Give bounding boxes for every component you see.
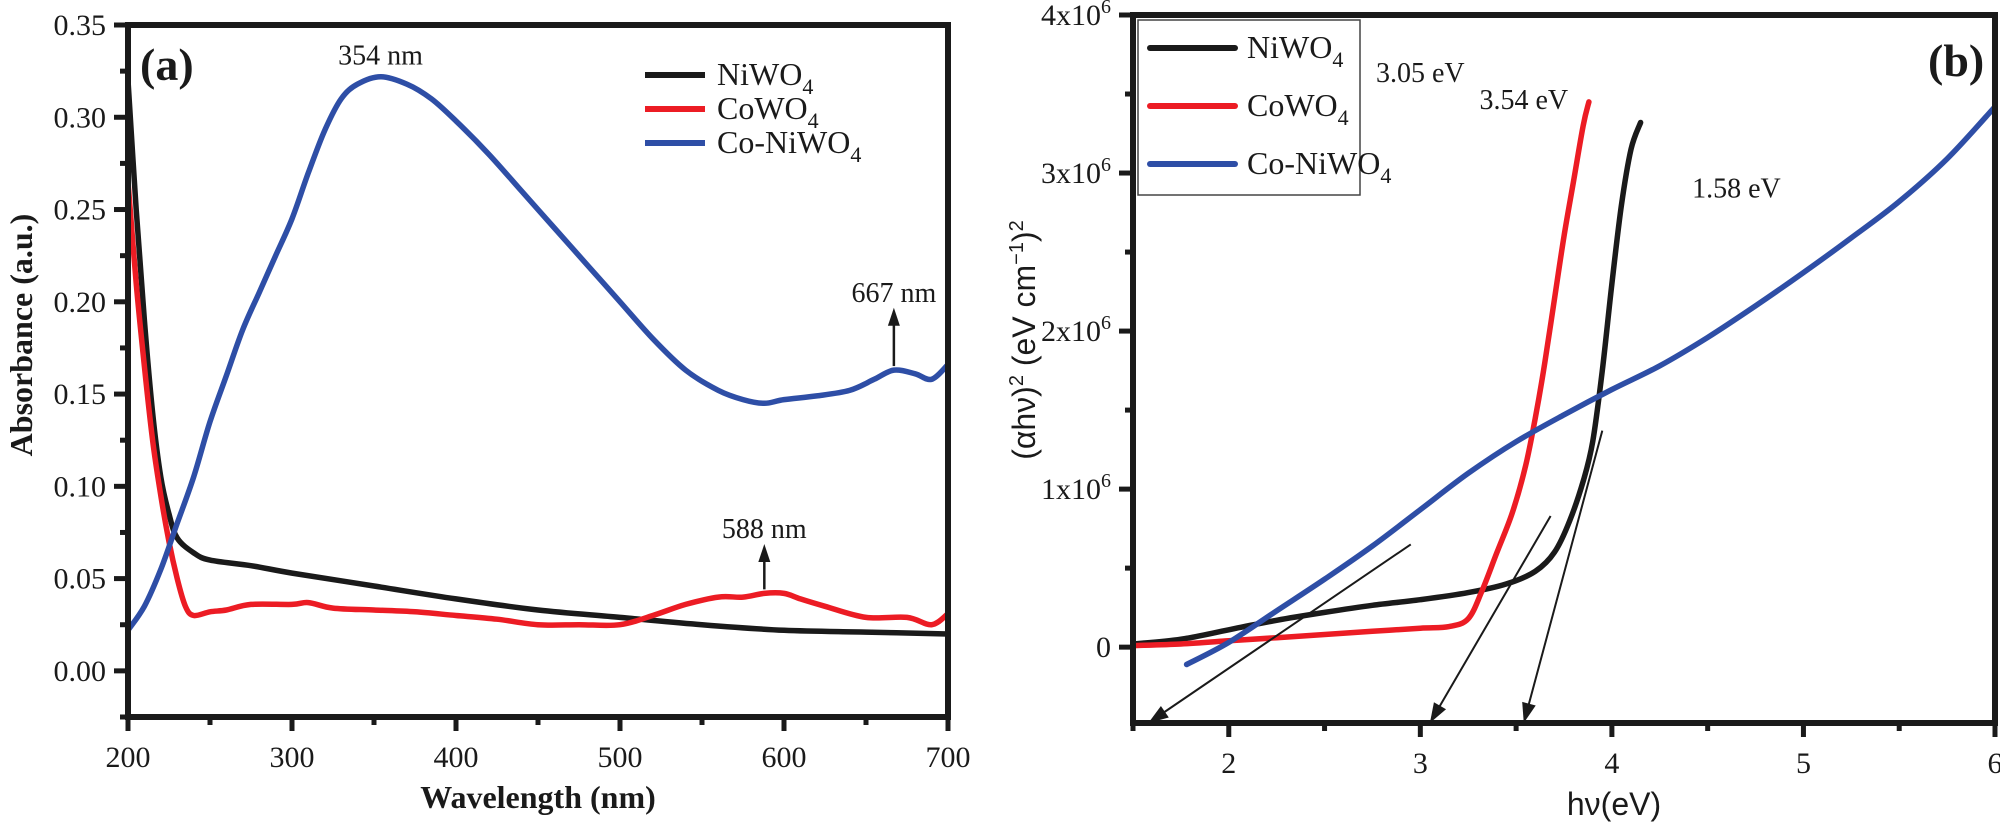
- x-tick-label: 2: [1221, 747, 1236, 780]
- x-tick-label: 6: [1988, 747, 2000, 780]
- x-tick-label: 5: [1796, 747, 1811, 780]
- y-tick-label: 4x106: [1041, 0, 1111, 32]
- y-tick-label-exp: 6: [1101, 0, 1111, 18]
- annotation-label: 667 nm: [851, 278, 936, 309]
- legend-label-main: Co-NiWO: [717, 124, 850, 160]
- arrow-up-icon: [758, 544, 771, 563]
- legend-label: Co-NiWO4: [1247, 145, 1391, 188]
- x-tick-label: 400: [434, 741, 479, 774]
- y-tick-label: 0.00: [54, 655, 107, 688]
- legend-label-sub: 4: [808, 108, 819, 133]
- y-axis-title-sup: 2: [1006, 220, 1028, 231]
- series-line-niwo4: [128, 77, 948, 637]
- y-axis-title-part: (αhν): [1006, 386, 1042, 460]
- x-tick-label: 600: [762, 741, 807, 774]
- legend-label-main: NiWO: [1247, 29, 1332, 65]
- legend-label: NiWO4: [717, 56, 813, 99]
- x-tick-label: 3: [1413, 747, 1428, 780]
- panel-a-y-axis-title: Absorbance (a.u.): [3, 214, 39, 457]
- x-tick-label: 200: [106, 741, 151, 774]
- annotation-label: 588 nm: [722, 514, 807, 545]
- arrow-head-icon: [1429, 702, 1447, 723]
- legend-label-sub: 4: [850, 142, 861, 167]
- legend-label-main: NiWO: [717, 56, 802, 92]
- series-line-co-niwo4: [1183, 103, 1995, 668]
- y-tick-label: 0.15: [54, 378, 107, 411]
- annotation-label: 3.05 eV: [1376, 58, 1465, 89]
- panel-b-y-axis-title: (αhν)2 (eV cm−1)2: [1006, 220, 1042, 460]
- series-line-niwo4: [1133, 119, 1644, 647]
- legend-label: CoWO4: [717, 90, 819, 133]
- annotation-label: 1.58 eV: [1692, 173, 1781, 204]
- legend-label-sub: 4: [802, 74, 813, 99]
- y-tick-label: 0.05: [54, 563, 107, 596]
- y-tick-label: 3x106: [1041, 154, 1111, 190]
- extrapolation-line: [1522, 430, 1604, 724]
- legend-label-sub: 4: [1338, 105, 1349, 130]
- y-axis-title-sup: 2: [1006, 375, 1028, 386]
- legend-label: CoWO4: [1247, 87, 1349, 130]
- legend-label: NiWO4: [1247, 29, 1343, 72]
- y-tick-label-base: 3x10: [1041, 157, 1101, 190]
- extrapolation-line: [1429, 515, 1552, 724]
- extrapolation-line: [1147, 543, 1412, 724]
- panel-b-extrapolation-lines: [1147, 430, 1604, 724]
- x-tick-label: 700: [926, 741, 971, 774]
- panel-b-label: (b): [1928, 35, 1984, 86]
- y-tick-label-exp: 6: [1101, 470, 1111, 492]
- legend-label-main: Co-NiWO: [1247, 145, 1380, 181]
- legend-label-sub: 4: [1380, 163, 1391, 188]
- panel-a-label: (a): [140, 39, 194, 90]
- y-axis-title-part: (eV cm: [1006, 265, 1042, 375]
- series-line-cowo4: [1133, 99, 1592, 649]
- legend-label-main: CoWO: [1247, 87, 1338, 123]
- y-tick-label: 2x106: [1041, 312, 1111, 348]
- panel-a: 200 300 400 500 600 700 0.00 0.05 0.10 0.15 0.20 0.…: [3, 9, 971, 815]
- arrow-head-icon: [1522, 701, 1536, 723]
- annotation-label: 354 nm: [338, 41, 423, 72]
- series-line-co-niwo4: [128, 73, 948, 634]
- y-tick-label: 0.35: [54, 9, 107, 42]
- y-tick-label-base: 0: [1096, 631, 1111, 664]
- arrow-head-icon: [1148, 705, 1169, 723]
- panel-a-annotations: 354 nm 667 nm 588 nm: [338, 41, 936, 590]
- y-tick-label: 0: [1096, 631, 1111, 664]
- y-axis-title-sup: −1: [1006, 242, 1028, 265]
- panel-a-x-axis-title: Wavelength (nm): [420, 779, 656, 815]
- panel-a-series-group: [128, 73, 948, 637]
- panel-b-annotations: 3.05 eV 3.54 eV 1.58 eV: [1376, 58, 1781, 204]
- x-tick-label: 4: [1604, 747, 1619, 780]
- y-tick-label: 0.10: [54, 470, 107, 503]
- y-axis-title-part: ): [1006, 231, 1042, 242]
- legend-label-sub: 4: [1332, 47, 1343, 72]
- series-line-cowo4: [128, 179, 948, 629]
- y-tick-label: 0.30: [54, 101, 107, 134]
- annotation-label: 3.54 eV: [1479, 85, 1568, 116]
- panel-a-ticks: 200 300 400 500 600 700 0.00 0.05 0.10 0.15 0.20 0.…: [54, 9, 971, 774]
- y-tick-label-exp: 6: [1101, 154, 1111, 176]
- y-tick-label: 0.25: [54, 194, 107, 227]
- legend-label: Co-NiWO4: [717, 124, 861, 167]
- panel-b-series-group: [1133, 99, 1995, 668]
- y-tick-label-base: 1x10: [1041, 473, 1101, 506]
- y-tick-label: 0.20: [54, 286, 107, 319]
- panel-b-frame: [1130, 12, 1998, 726]
- arrow-up-icon: [887, 307, 900, 326]
- y-tick-label: 1x106: [1041, 470, 1111, 506]
- y-tick-label-exp: 6: [1101, 312, 1111, 334]
- panel-b-x-axis-title: hν(eV): [1567, 786, 1661, 822]
- legend-label-main: CoWO: [717, 90, 808, 126]
- x-tick-label: 300: [270, 741, 315, 774]
- y-tick-label-base: 4x10: [1041, 0, 1101, 32]
- x-tick-label: 500: [598, 741, 643, 774]
- y-tick-label-base: 2x10: [1041, 315, 1101, 348]
